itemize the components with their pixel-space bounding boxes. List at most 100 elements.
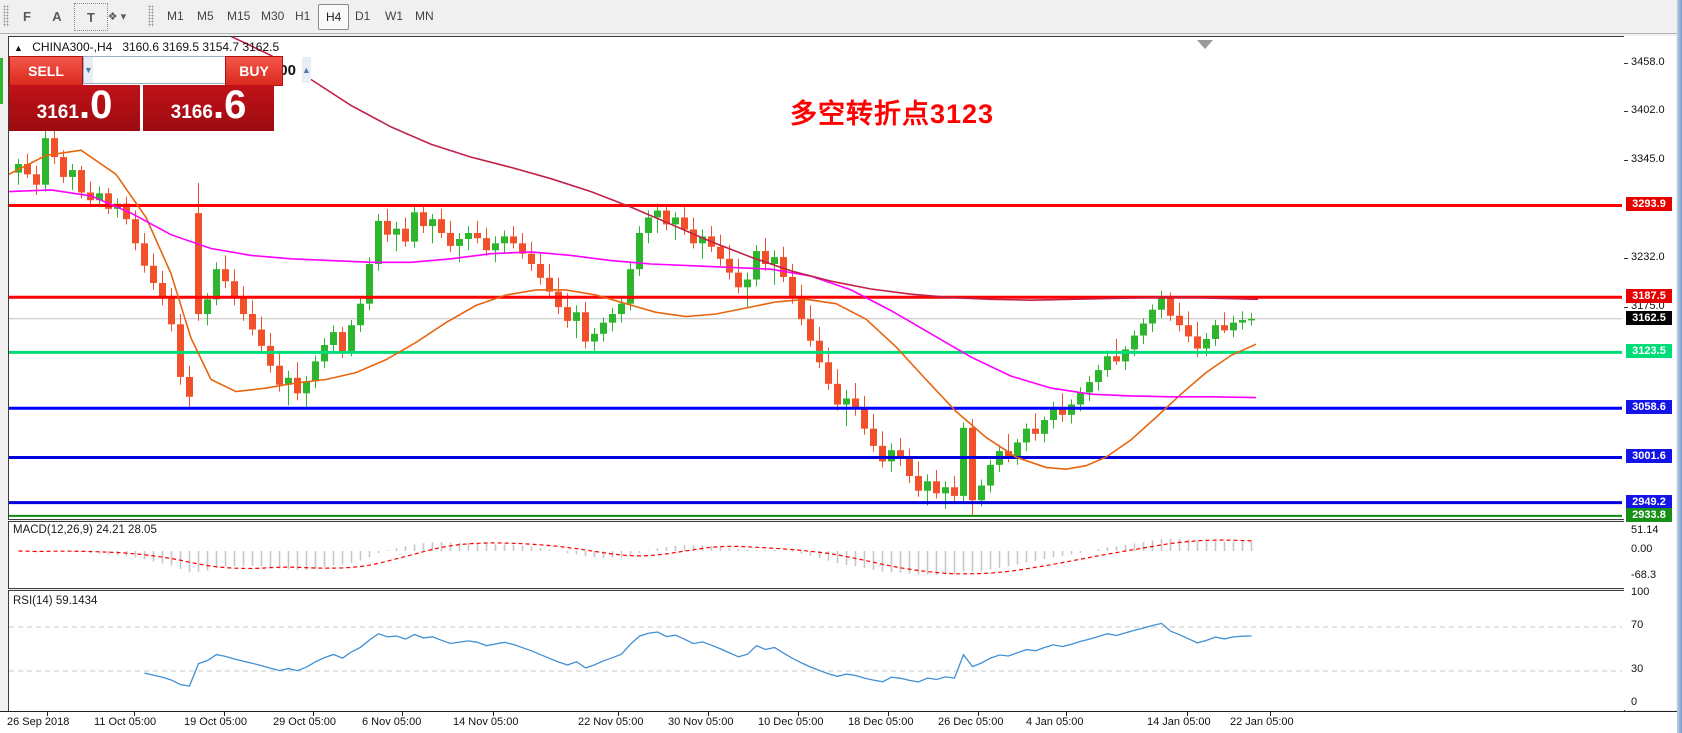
date-label: 22 Nov 05:00 — [578, 716, 644, 728]
timeframe-MN[interactable]: MN — [415, 9, 434, 23]
y-tick — [1624, 306, 1628, 308]
price-chart-panel[interactable] — [8, 36, 1625, 520]
date-label: 10 Dec 05:00 — [758, 716, 824, 728]
toolbar: F A T ❖ ▾ M1 M5 M15 M30 H1 H4 D1 W1 MN — [0, 0, 1682, 34]
date-label: 19 Oct 05:00 — [184, 716, 247, 728]
x-tick — [47, 712, 48, 716]
rsi-scale-label: 0 — [1631, 696, 1638, 708]
window-edge-artifact — [0, 58, 3, 104]
date-label: 14 Nov 05:00 — [453, 716, 519, 728]
level-price-label: 3001.6 — [1626, 449, 1672, 464]
date-label: 4 Jan 05:00 — [1026, 716, 1084, 728]
chart-annotation-text: 多空转折点3123 — [790, 99, 995, 129]
rsi-indicator-label: RSI(14) 59.1434 — [13, 595, 98, 607]
y-tick-label: 3402.0 — [1631, 104, 1665, 117]
sell-button[interactable]: SELL — [9, 56, 83, 86]
date-label: 14 Jan 05:00 — [1147, 716, 1211, 728]
rsi-chart[interactable] — [9, 591, 1622, 709]
rsi-line — [144, 622, 1252, 687]
macd-scale-label: -68.3 — [1631, 568, 1657, 581]
one-click-trade-panel: SELL ▼ ▲ BUY 3161 .0 3166 .6 — [9, 56, 311, 131]
volume-increase-button[interactable]: ▲ — [301, 57, 311, 83]
level-price-label: 3187.5 — [1626, 289, 1672, 304]
level-price-label: 2933.8 — [1626, 507, 1672, 522]
current-price-label: 3162.5 — [1626, 310, 1672, 325]
date-label: 22 Jan 05:00 — [1230, 716, 1294, 728]
collapse-triangle-icon[interactable]: ▲ — [14, 43, 23, 53]
macd-scale-label: 51.14 — [1631, 523, 1659, 536]
timeframe-H1[interactable]: H1 — [295, 9, 311, 23]
macd-signal-line — [18, 539, 1252, 575]
x-tick — [888, 712, 889, 716]
x-tick — [1187, 712, 1188, 716]
crosshair-grid-icon[interactable]: F — [23, 8, 31, 24]
macd-histogram — [26, 538, 1253, 575]
date-label: 26 Dec 05:00 — [938, 716, 1004, 728]
symbol-name: CHINA300-,H4 — [32, 40, 113, 54]
timeframe-W1[interactable]: W1 — [385, 9, 403, 23]
toolbar-grip-2[interactable] — [148, 5, 154, 27]
ma-mid-line — [9, 189, 1257, 399]
timeframe-M30[interactable]: M30 — [261, 9, 285, 23]
x-tick — [618, 712, 619, 716]
timeframe-D1[interactable]: D1 — [355, 9, 371, 23]
macd-chart[interactable] — [9, 522, 1622, 586]
text-box-icon[interactable]: T — [74, 3, 108, 31]
buy-button[interactable]: BUY — [225, 56, 283, 86]
x-tick — [402, 712, 403, 716]
window-right-edge — [1677, 0, 1682, 733]
macd-panel[interactable] — [8, 521, 1625, 589]
y-tick-label: 3458.0 — [1631, 56, 1665, 68]
sell-price-display[interactable]: 3161 .0 — [9, 85, 140, 131]
level-price-label: 3058.6 — [1626, 400, 1672, 415]
date-label: 11 Oct 05:00 — [94, 716, 157, 728]
price-scale-axis[interactable]: 3458.0 3402.0 3345.0 3232.0 3175.0 3293.9 3187… — [1624, 36, 1676, 710]
buy-price-display[interactable]: 3166 .6 — [143, 85, 274, 131]
ohlc-values: 3160.6 3169.5 3154.7 3162.5 — [122, 40, 280, 54]
shapes-dropdown-icon[interactable]: ❖ ▾ — [107, 10, 127, 23]
date-label: 30 Nov 05:00 — [668, 716, 734, 728]
x-tick — [708, 712, 709, 716]
y-tick-label: 3232.0 — [1631, 250, 1665, 263]
rsi-scale-label: 70 — [1631, 619, 1644, 631]
y-tick — [1624, 257, 1628, 259]
date-axis[interactable]: 26 Sep 2018 11 Oct 05:00 19 Oct 05:00 29 Oc… — [0, 711, 1682, 733]
timeframe-M5[interactable]: M5 — [197, 9, 214, 23]
x-tick — [224, 712, 225, 716]
y-tick — [1624, 111, 1628, 113]
sell-price-frac: .0 — [78, 83, 113, 127]
ma-fast-line — [9, 149, 1257, 471]
macd-scale-label: 0.00 — [1631, 543, 1653, 555]
x-tick — [313, 712, 314, 716]
y-tick-label: 3345.0 — [1631, 153, 1665, 166]
date-label: 26 Sep 2018 — [7, 716, 70, 728]
date-label: 18 Dec 05:00 — [848, 716, 914, 728]
buy-price-frac: .6 — [212, 83, 247, 127]
sell-price-main: 3161 — [36, 102, 79, 123]
x-tick — [1270, 712, 1271, 716]
x-tick — [493, 712, 494, 716]
timeframe-M1[interactable]: M1 — [167, 9, 184, 23]
date-label: 29 Oct 05:00 — [273, 716, 336, 728]
timeframe-H4[interactable]: H4 — [318, 4, 350, 30]
rsi-scale-label: 30 — [1631, 663, 1644, 675]
candlestick-chart[interactable] — [9, 37, 1622, 517]
date-label: 6 Nov 05:00 — [362, 716, 422, 728]
x-tick — [134, 712, 135, 716]
buy-price-main: 3166 — [170, 102, 213, 123]
rsi-scale-label: 100 — [1631, 586, 1650, 598]
level-price-label: 3123.5 — [1626, 344, 1672, 359]
timeframe-M15[interactable]: M15 — [227, 9, 251, 23]
text-label-icon[interactable]: A — [52, 8, 62, 24]
ma-slow-line — [230, 37, 1259, 302]
chart-autoscroll-marker-icon[interactable] — [1197, 40, 1213, 49]
volume-decrease-button[interactable]: ▼ — [84, 57, 93, 83]
chart-title: ▲ CHINA300-,H4 3160.6 3169.5 3154.7 3162… — [14, 40, 279, 54]
rsi-panel[interactable] — [8, 590, 1625, 712]
volume-control: ▼ ▲ — [83, 56, 311, 84]
y-tick — [1624, 160, 1628, 162]
toolbar-grip[interactable] — [3, 5, 9, 27]
x-tick — [978, 712, 979, 716]
y-tick — [1624, 63, 1628, 64]
